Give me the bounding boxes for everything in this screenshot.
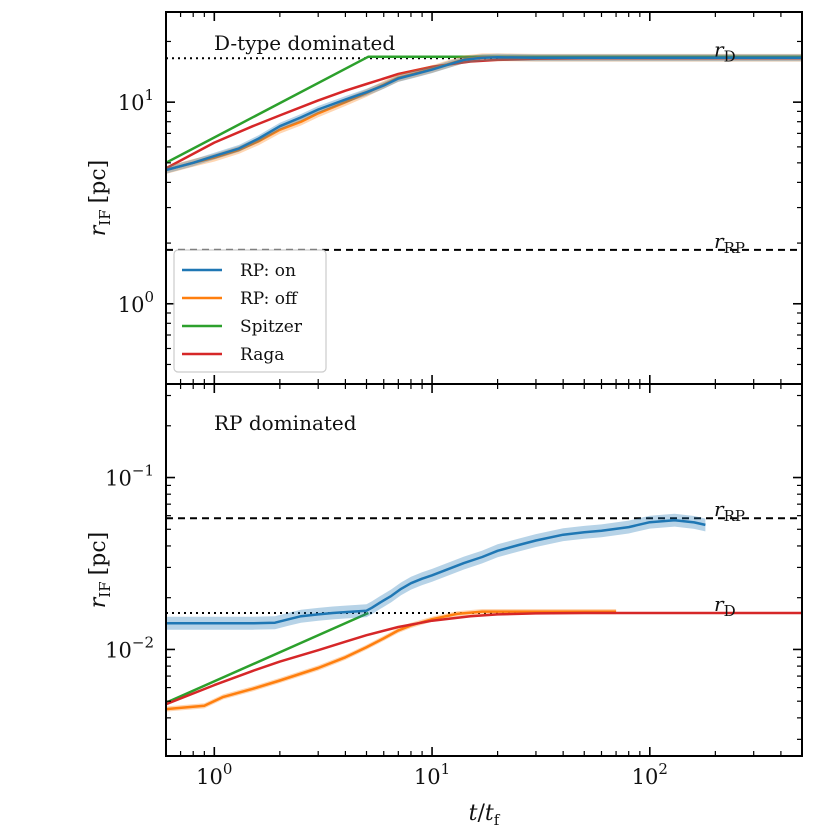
bottom-rRP-label-var: r: [714, 497, 725, 521]
top-ylabel-unit: [pc]: [86, 160, 111, 204]
legend-label-raga: Raga: [240, 345, 284, 365]
xlabel-num: t: [469, 801, 478, 826]
legend-label-rp-off: RP: off: [240, 289, 299, 309]
legend-label-rp-on: RP: on: [240, 261, 296, 281]
bottom-panel-annotation: RP dominated: [214, 411, 357, 435]
xlabel-den: t: [485, 801, 494, 826]
bottom-series-rp-off: [166, 610, 617, 711]
xlabel-slash: /: [478, 801, 486, 826]
bottom-rRP-label-sub: RP: [724, 507, 745, 525]
xtick-label: 102: [632, 760, 668, 789]
top-ylabel-var: r: [86, 224, 111, 236]
bottom-series-raga: [166, 611, 802, 706]
bottom-ylabel-var: r: [86, 596, 111, 608]
bottom-rD-label: rD: [714, 592, 736, 620]
top-rD-label-var: r: [714, 37, 725, 61]
xlabel-den-sub: f: [494, 811, 501, 829]
bottom-series-rp-on: [166, 518, 706, 625]
legend-label-spitzer: Spitzer: [240, 317, 303, 337]
top-rD-label: rD: [714, 37, 736, 65]
bottom-series-spitzer: [166, 611, 369, 704]
top-series-rp-on: [166, 56, 802, 172]
bottom-rD-label-sub: D: [724, 602, 736, 620]
bottom-ytick-label: 10−2: [105, 633, 154, 662]
top-plot-data: [166, 53, 802, 251]
bottom-band-rp-on: [166, 513, 706, 630]
bottom-rRP-label: rRP: [714, 497, 745, 525]
legend-box: [173, 249, 327, 373]
top-y-axis-label: rIF [pc]: [86, 160, 114, 236]
bottom-panel-frame: [165, 383, 803, 757]
x-axis-label: t/tf: [469, 801, 501, 829]
top-rRP-label-var: r: [714, 229, 725, 253]
axis-tick-labels: 100 101 10−2 10−1 100 101 102: [105, 86, 668, 789]
top-panel-annotation: D-type dominated: [214, 31, 395, 55]
xtick-label: 101: [414, 760, 450, 789]
xtick-label: 100: [196, 760, 232, 789]
bottom-ylabel-sub: IF: [96, 581, 114, 597]
top-rD-label-sub: D: [724, 47, 736, 65]
bottom-plot-data: [166, 513, 802, 712]
top-rRP-label-sub: RP: [724, 239, 745, 257]
top-ytick-label: 101: [118, 86, 154, 115]
bottom-ylabel-unit: [pc]: [86, 532, 111, 576]
bottom-rD-label-var: r: [714, 592, 725, 616]
bottom-panel-area: [166, 384, 802, 756]
legend: RP: on RP: off Spitzer Raga: [173, 249, 327, 373]
bottom-y-axis-label: rIF [pc]: [86, 532, 114, 608]
top-ylabel-sub: IF: [96, 209, 114, 225]
top-rRP-label: rRP: [714, 229, 745, 257]
top-ytick-label: 100: [118, 288, 154, 317]
bottom-ytick-label: 10−1: [105, 462, 154, 491]
